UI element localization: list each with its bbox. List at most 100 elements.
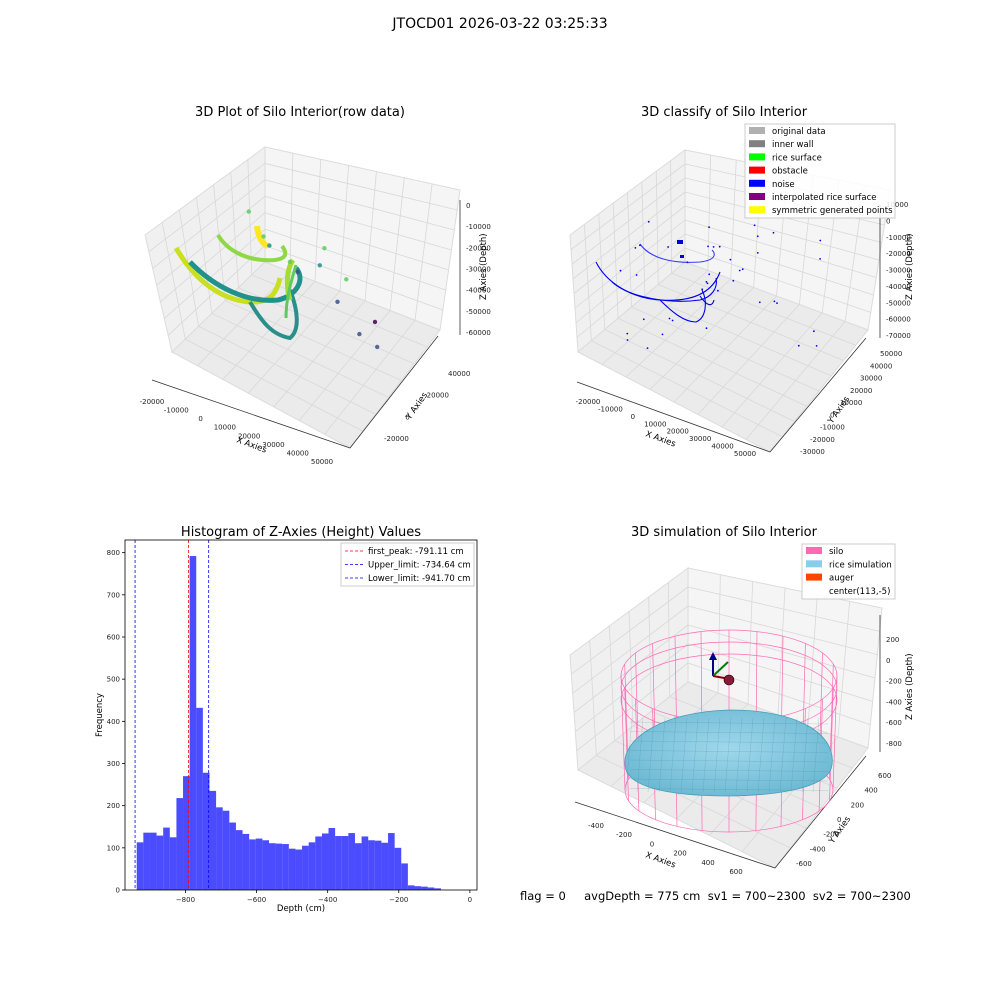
z-tick-2-3: -20000 xyxy=(886,250,911,258)
grid-line xyxy=(264,163,458,211)
x-tick-label-3: −400 xyxy=(318,896,337,904)
rice-mesh-line xyxy=(779,717,787,793)
histogram-bar xyxy=(361,836,369,890)
grid-line xyxy=(213,184,226,301)
histogram-bar xyxy=(209,790,217,890)
grid-line xyxy=(324,320,416,435)
scatter-point xyxy=(344,277,349,282)
x-axis-line-1 xyxy=(151,379,351,449)
rice-mesh-line xyxy=(658,717,666,793)
y-tick-label-3: 700 xyxy=(107,591,120,599)
y-tick-2-2: -10000 xyxy=(820,424,845,432)
x-tick-2-5: 30000 xyxy=(689,435,711,443)
legend-swatch-2 xyxy=(749,153,765,161)
histogram-bar xyxy=(315,836,322,890)
legend-swatch-2 xyxy=(749,206,765,214)
grid-line xyxy=(164,228,266,319)
grid-line xyxy=(575,233,686,324)
rice-mesh-line xyxy=(629,750,829,753)
z-tick-1-3: -30000 xyxy=(466,266,491,274)
histogram-bar xyxy=(381,842,389,890)
legend-box-2 xyxy=(744,123,896,219)
scatter-point xyxy=(261,234,266,239)
grid-line xyxy=(247,290,341,394)
scatter-point xyxy=(246,209,251,214)
z-tick-4-2: -200 xyxy=(886,678,902,686)
y-tick-2-3: 0 xyxy=(830,411,834,419)
scatter-point xyxy=(295,269,300,275)
silo-vertical-line xyxy=(832,675,838,791)
x-tick-1-3: 10000 xyxy=(214,424,236,432)
noise-point xyxy=(717,289,719,292)
histogram-bar xyxy=(434,888,441,890)
noise-point xyxy=(772,231,775,234)
histogram-bar xyxy=(354,843,362,890)
histogram-bar xyxy=(269,843,276,890)
z-tick-1-2: -20000 xyxy=(466,244,491,252)
x-tick-1-7: 50000 xyxy=(311,458,333,466)
grid-line xyxy=(574,219,686,309)
center-y-arrow xyxy=(712,661,729,677)
x-tick-2-0: -20000 xyxy=(576,398,601,406)
z-tick-4-5: -800 xyxy=(886,740,902,748)
z-tick-2-4: -30000 xyxy=(886,267,911,275)
rice-mesh xyxy=(625,717,829,793)
noise-point xyxy=(708,273,711,276)
histogram-bar xyxy=(295,849,303,890)
panel-simulation-3d: 3D simulation of Silo Interior -400 -200 0… xyxy=(569,525,915,876)
z-tick-2-6: -50000 xyxy=(886,299,911,307)
legend-label-4: rice simulation xyxy=(829,560,892,570)
y-tick-4-2: -200 xyxy=(823,831,839,839)
histogram-bar xyxy=(308,842,316,890)
y-tick-2-5: 20000 xyxy=(850,387,872,395)
noise-points xyxy=(619,220,822,349)
pane-floor-2 xyxy=(577,261,869,453)
z-arrow-head xyxy=(709,652,717,660)
noise-point xyxy=(819,258,821,260)
histogram-bar xyxy=(163,827,170,890)
rice-mesh-line xyxy=(629,769,829,772)
silo-vertical-line xyxy=(829,687,834,801)
grid-line xyxy=(161,222,186,340)
z-tick-1-5: -50000 xyxy=(466,308,491,316)
noise-point xyxy=(668,317,671,320)
histogram-vlines xyxy=(134,540,210,890)
noise-point xyxy=(708,226,710,229)
histogram-bar xyxy=(341,836,349,890)
rice-mesh-line xyxy=(629,788,829,791)
grid-line xyxy=(644,295,832,377)
histogram-bar xyxy=(401,863,408,890)
grid-line xyxy=(264,212,449,271)
x-tick-2-4: 20000 xyxy=(667,428,689,436)
z-tick-2-7: -60000 xyxy=(886,316,911,324)
y-tick-labels-2: -30000 -20000 -10000 0 10000 20000 30000 40000 5… xyxy=(800,350,902,456)
x-axis-line-4 xyxy=(574,801,776,869)
x-tick-label-3: 0 xyxy=(468,896,472,904)
y-tick-4-4: 200 xyxy=(851,801,864,809)
chart-title-3: Histogram of Z-Axies (Height) Values xyxy=(181,525,421,540)
noise-point xyxy=(815,345,818,347)
histogram-bar xyxy=(421,886,428,890)
legend-label-3: Upper_limit: -734.64 cm xyxy=(368,561,471,571)
legend-swatch-2 xyxy=(749,166,765,174)
grid-line xyxy=(251,274,428,348)
histogram-bar xyxy=(262,840,269,890)
x-tick-labels-4: -400 -200 0 200 400 600 xyxy=(588,822,743,876)
y-tick-labels-3: 0 100 200 300 400 500 600 700 800 xyxy=(107,549,125,895)
noise-point xyxy=(776,302,778,304)
z-tick-2-1: 0 xyxy=(886,217,890,225)
silo-vertical-line xyxy=(624,687,629,801)
y-tick-2-7: 40000 xyxy=(870,362,892,370)
rice-surface xyxy=(624,709,833,797)
scatter-point xyxy=(317,263,322,268)
noise-point xyxy=(813,330,815,333)
noise-point xyxy=(756,252,759,254)
y-axis-label-3: Frequency xyxy=(95,693,105,737)
x-tick-2-1: -10000 xyxy=(598,405,623,413)
legend-label-3: first_peak: -791.11 cm xyxy=(368,547,464,557)
y-tick-label-3: 0 xyxy=(116,887,120,895)
grid-line xyxy=(152,179,266,269)
x-tick-2-7: 50000 xyxy=(734,450,756,458)
grid-line xyxy=(745,321,846,440)
noise-point xyxy=(797,344,800,347)
